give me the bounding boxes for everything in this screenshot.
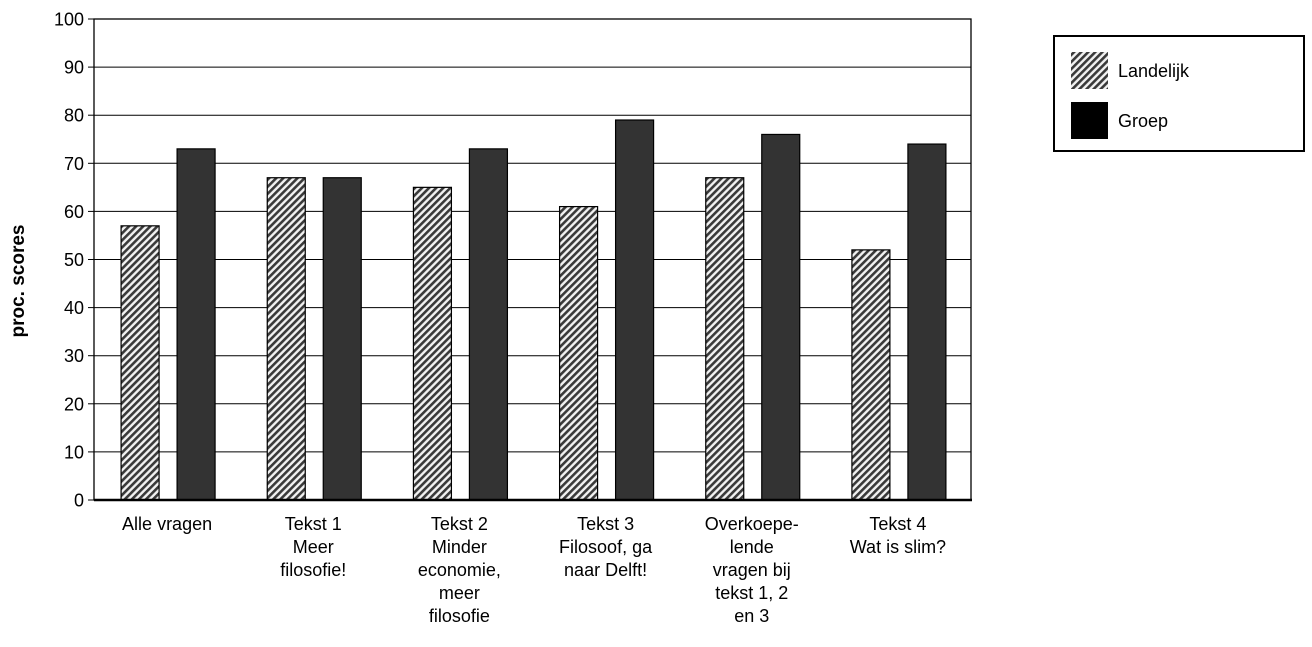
y-tick-label: 10	[64, 442, 84, 462]
bar-landelijk	[558, 205, 599, 501]
legend-label-groep: Groep	[1118, 111, 1168, 131]
y-tick-label: 30	[64, 346, 84, 366]
y-tick-label: 100	[54, 10, 84, 30]
bar-landelijk	[266, 177, 306, 501]
bar-landelijk	[705, 177, 745, 501]
bar-landelijk	[851, 249, 891, 501]
bar-groep	[468, 148, 509, 501]
y-tick-label: 80	[64, 106, 84, 126]
legend-swatch-landelijk	[1071, 52, 1108, 89]
bar-groep	[614, 119, 655, 501]
bar-groep	[176, 148, 216, 501]
y-tick-label: 50	[64, 250, 84, 270]
category-label: Tekst 3 Filosoof, ga naar Delft!	[559, 514, 653, 580]
y-tick-label: 40	[64, 298, 84, 318]
legend-swatch-groep	[1071, 102, 1108, 139]
category-label: Alle vragen	[122, 514, 212, 534]
gridlines	[88, 18, 971, 501]
category-label: Tekst 4 Wat is slim?	[850, 514, 946, 557]
bar-landelijk	[120, 225, 160, 501]
legend: Landelijk Groep	[1053, 35, 1305, 152]
y-axis-title: proc. scores	[8, 225, 29, 338]
category-label: Overkoepe-lende vragen bij tekst 1, 2 en 3	[705, 514, 799, 626]
bar-groep	[322, 177, 362, 501]
y-tick-label: 60	[64, 202, 84, 222]
y-tick-label: 0	[74, 491, 84, 511]
legend-label-landelijk: Landelijk	[1118, 61, 1190, 81]
bar-groep	[907, 143, 947, 501]
y-tick-label: 20	[64, 394, 84, 414]
category-label: Tekst 1 Meer filosofie!	[280, 514, 346, 580]
y-tick-label: 90	[64, 58, 84, 78]
y-axis-tick-labels: 0 10 20 30 40 50 60 70 80 90 100	[54, 10, 84, 511]
y-tick-label: 70	[64, 154, 84, 174]
bars	[120, 119, 947, 501]
bar-landelijk	[412, 186, 453, 501]
category-label: Tekst 2 Minder economie, meer filosofie	[418, 514, 501, 626]
bar-groep	[761, 133, 801, 501]
